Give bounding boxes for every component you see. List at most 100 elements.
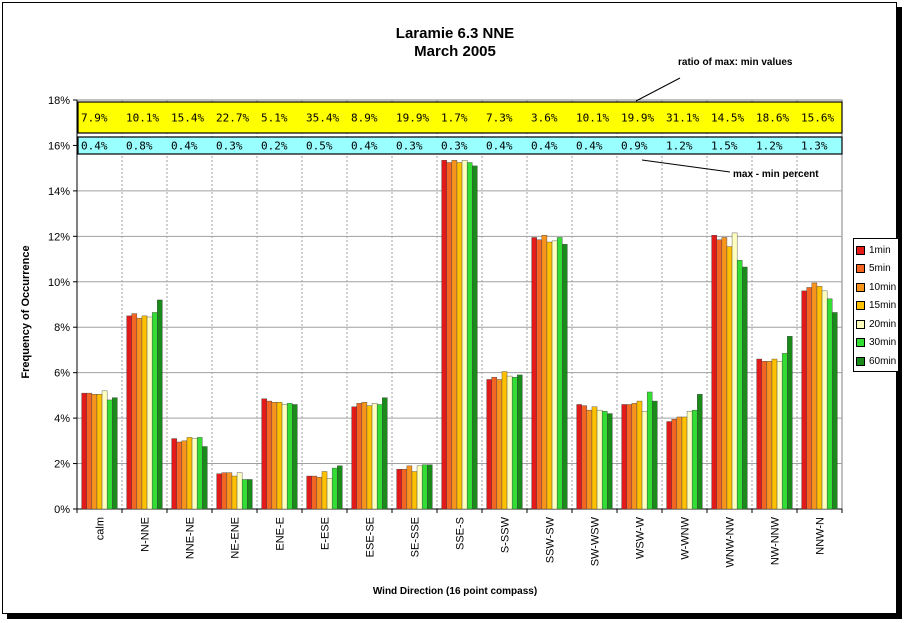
x-tick-label: W-WNW bbox=[680, 516, 692, 559]
bar bbox=[652, 400, 658, 510]
bar bbox=[106, 399, 113, 510]
x-axis-label: Wind Direction (16 point compass) bbox=[373, 586, 537, 597]
bar bbox=[586, 409, 593, 510]
bar bbox=[196, 437, 203, 510]
bar bbox=[337, 465, 343, 510]
bar bbox=[181, 440, 188, 510]
y-tick-label: 16% bbox=[48, 140, 70, 152]
diff-row-value: 1.2% bbox=[756, 140, 783, 153]
bar bbox=[176, 441, 183, 510]
y-tick-label: 18% bbox=[48, 95, 70, 107]
y-tick-label: 2% bbox=[54, 459, 70, 471]
diff-row-value: 0.4% bbox=[486, 140, 513, 153]
ratio-row-value: 18.6% bbox=[756, 112, 789, 125]
bar bbox=[231, 475, 238, 510]
bar bbox=[411, 471, 418, 510]
legend-label: 30min bbox=[869, 337, 897, 349]
bar bbox=[382, 397, 388, 510]
bar bbox=[691, 409, 698, 510]
bar bbox=[236, 472, 243, 510]
x-tick-label: NE-ENE bbox=[230, 517, 242, 559]
diff-row-value: 1.5% bbox=[711, 140, 738, 153]
ratio-row-value: 19.9% bbox=[396, 112, 429, 125]
legend-item: 5min bbox=[856, 260, 898, 279]
bar bbox=[666, 421, 672, 510]
bar bbox=[681, 416, 688, 510]
legend-label: 60min bbox=[869, 355, 897, 367]
bar bbox=[756, 358, 762, 510]
y-axis-label: Frequency of Occurrence bbox=[20, 245, 32, 378]
diff-row-value: 0.9% bbox=[621, 140, 648, 153]
bar bbox=[721, 237, 728, 510]
diff-row-value: 1.2% bbox=[666, 140, 693, 153]
bar bbox=[136, 317, 143, 510]
legend-swatch bbox=[856, 301, 865, 311]
bar bbox=[676, 416, 683, 510]
bar bbox=[427, 464, 433, 510]
bar bbox=[376, 404, 383, 510]
bar bbox=[456, 162, 463, 510]
x-tick-label: N-NNE bbox=[140, 517, 152, 552]
bar bbox=[451, 160, 458, 510]
ratio-row-value: 7.3% bbox=[486, 112, 513, 125]
bar bbox=[421, 464, 428, 510]
ratio-row-value: 3.6% bbox=[531, 112, 558, 125]
bar bbox=[787, 336, 793, 510]
legend-swatch bbox=[856, 319, 865, 329]
bar bbox=[131, 313, 138, 510]
diff-row-band bbox=[77, 136, 843, 155]
y-tick-label: 4% bbox=[54, 413, 70, 425]
bar bbox=[202, 446, 208, 510]
x-tick-label: SW-WSW bbox=[590, 516, 602, 566]
bar bbox=[806, 287, 813, 510]
bar bbox=[126, 315, 132, 510]
ratio-row-value: 5.1% bbox=[261, 112, 288, 125]
bar bbox=[581, 405, 588, 510]
bar bbox=[446, 162, 453, 510]
bar bbox=[261, 398, 267, 510]
x-tick-label: NNE-NE bbox=[185, 517, 197, 559]
ratio-row-value: 7.9% bbox=[81, 112, 108, 125]
x-tick-label: SE-SSE bbox=[410, 517, 422, 557]
legend-label: 20min bbox=[869, 318, 897, 330]
bar bbox=[96, 394, 103, 510]
bar bbox=[811, 282, 818, 510]
ratio-row-value: 35.4% bbox=[306, 112, 339, 125]
bar bbox=[711, 234, 717, 510]
bar bbox=[541, 234, 548, 510]
bar bbox=[511, 377, 518, 510]
y-tick-label: 12% bbox=[48, 231, 70, 243]
bar bbox=[601, 411, 608, 510]
bar bbox=[292, 404, 298, 510]
x-tick-label: ESE-SE bbox=[365, 517, 377, 557]
bar bbox=[686, 411, 693, 510]
bar bbox=[101, 390, 108, 510]
y-tick-label: 0% bbox=[54, 504, 70, 516]
bar bbox=[832, 312, 838, 510]
x-tick-label: NNW-N bbox=[815, 517, 827, 555]
y-tick-label: 14% bbox=[48, 186, 70, 198]
diff-row-value: 0.3% bbox=[441, 140, 468, 153]
bar bbox=[151, 312, 158, 510]
bar bbox=[501, 371, 508, 510]
ratio-annotation: ratio of max: min values bbox=[678, 57, 793, 68]
bar bbox=[396, 469, 402, 510]
bar bbox=[316, 476, 323, 510]
bar bbox=[331, 467, 338, 510]
ratio-row-band bbox=[77, 101, 843, 134]
ratio-row-value: 15.4% bbox=[171, 112, 204, 125]
x-tick-label: NW-NNW bbox=[770, 516, 782, 565]
x-tick-label: WSW-W bbox=[635, 516, 647, 559]
diff-row-value: 1.3% bbox=[801, 140, 828, 153]
bar bbox=[596, 409, 603, 510]
x-tick-label: S-SSW bbox=[500, 516, 512, 553]
bar bbox=[486, 379, 492, 510]
ratio-row-value: 1.7% bbox=[441, 112, 468, 125]
bar bbox=[241, 479, 248, 510]
ratio-row-value: 14.5% bbox=[711, 112, 744, 125]
bar bbox=[466, 162, 473, 510]
ratio-row-value: 8.9% bbox=[351, 112, 378, 125]
bar bbox=[216, 473, 222, 510]
diff-row-value: 0.4% bbox=[351, 140, 378, 153]
legend-item: 15min bbox=[856, 297, 898, 316]
